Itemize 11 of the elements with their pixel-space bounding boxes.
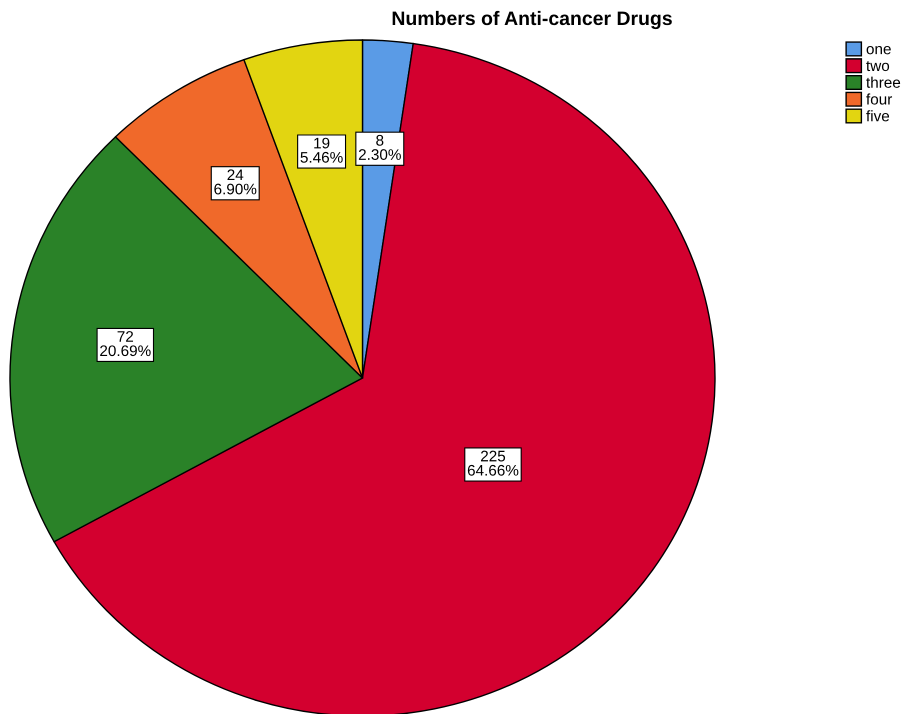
legend-label: two (866, 61, 890, 72)
data-label: 8 2.30% (358, 134, 401, 160)
data-label: 24 6.90% (214, 169, 256, 194)
legend-label: five (866, 110, 890, 122)
legend-label: four (866, 93, 892, 105)
data-label: 225 64.66% (468, 450, 518, 476)
legend-label: one (866, 46, 891, 54)
legend-label: three (866, 76, 900, 88)
chart-title: Numbers of Anti-cancer Drugs (392, 10, 672, 30)
data-label: 19 5.46% (300, 138, 343, 163)
data-label: 72 20.69% (100, 331, 151, 356)
